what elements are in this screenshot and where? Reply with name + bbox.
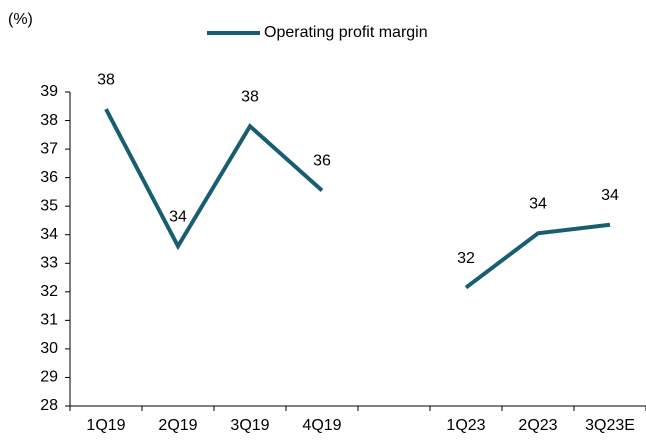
y-tick-label: 35 (40, 197, 58, 214)
data-label: 36 (313, 153, 331, 170)
y-tick-label: 37 (40, 140, 58, 157)
x-tick-label: 2Q19 (158, 417, 197, 434)
y-tick-label: 32 (40, 283, 58, 300)
x-tick-label: 2Q23 (518, 417, 557, 434)
x-tick-label: 3Q23E (585, 417, 635, 434)
data-label: 32 (457, 250, 475, 267)
legend-label: Operating profit margin (264, 24, 428, 41)
x-tick-label: 1Q23 (446, 417, 485, 434)
data-label: 34 (601, 187, 619, 204)
y-tick-label: 36 (40, 169, 58, 186)
x-tick-label: 4Q19 (302, 417, 341, 434)
y-tick-label: 28 (40, 397, 58, 414)
y-tick-label: 30 (40, 340, 58, 357)
y-tick-label: 39 (40, 83, 58, 100)
x-tick-label: 1Q19 (86, 417, 125, 434)
y-axis-label: (%) (8, 11, 33, 28)
y-tick-label: 38 (40, 112, 58, 129)
y-tick-label: 34 (40, 226, 58, 243)
data-label: 38 (97, 71, 115, 88)
x-tick-label: 3Q19 (230, 417, 269, 434)
series-line (104, 108, 611, 290)
y-tick-label: 31 (40, 312, 58, 329)
data-label: 34 (169, 208, 187, 225)
y-tick-label: 33 (40, 254, 58, 271)
data-label: 38 (241, 88, 259, 105)
y-tick-label: 29 (40, 369, 58, 386)
data-label: 34 (529, 196, 547, 213)
